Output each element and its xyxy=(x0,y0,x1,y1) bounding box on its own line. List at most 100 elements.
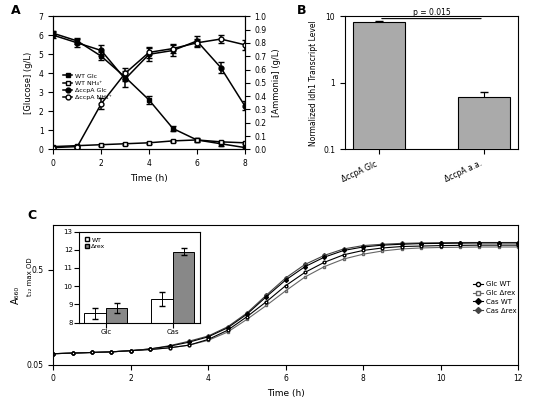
Cas WT xyxy=(89,350,96,355)
Cas Δrex xyxy=(89,350,96,355)
Line: Glc WT: Glc WT xyxy=(52,244,520,355)
Glc Δrex xyxy=(360,252,366,257)
Bar xyxy=(458,97,510,405)
Cas Δrex xyxy=(496,240,502,245)
Cas Δrex xyxy=(437,240,444,245)
Glc Δrex xyxy=(205,338,211,343)
Glc Δrex xyxy=(167,345,173,350)
Cas Δrex xyxy=(147,347,153,352)
X-axis label: Time (h): Time (h) xyxy=(267,389,304,398)
Glc Δrex xyxy=(418,245,425,250)
Glc Δrex xyxy=(515,245,521,249)
Glc WT xyxy=(282,283,289,288)
Line: Cas Δrex: Cas Δrex xyxy=(52,241,520,355)
Glc Δrex xyxy=(437,245,444,250)
Cas Δrex xyxy=(224,324,231,329)
Glc Δrex xyxy=(476,245,483,249)
Cas WT xyxy=(69,351,76,356)
Glc WT xyxy=(69,351,76,356)
Text: p = 0.015: p = 0.015 xyxy=(413,8,450,17)
Cas WT xyxy=(50,351,57,356)
Glc WT xyxy=(224,328,231,333)
Glc Δrex xyxy=(379,249,386,254)
Cas WT xyxy=(437,241,444,246)
Glc Δrex xyxy=(89,350,96,355)
Glc Δrex xyxy=(457,245,463,249)
Cas Δrex xyxy=(186,339,192,344)
Cas Δrex xyxy=(418,241,425,245)
Glc Δrex xyxy=(263,303,270,308)
Cas Δrex xyxy=(205,334,211,339)
Text: C: C xyxy=(28,209,37,222)
Glc Δrex xyxy=(282,288,289,293)
Cas WT xyxy=(476,241,483,245)
Glc WT xyxy=(108,350,115,354)
Cas WT xyxy=(128,348,134,353)
Cas Δrex xyxy=(515,240,521,245)
Y-axis label: [Glucose] (g/L): [Glucose] (g/L) xyxy=(24,52,33,114)
Cas Δrex xyxy=(128,348,134,353)
Cas Δrex xyxy=(302,262,308,267)
Cas WT xyxy=(515,241,521,245)
X-axis label: Time (h): Time (h) xyxy=(130,174,168,183)
Cas Δrex xyxy=(476,240,483,245)
Y-axis label: Normalized ldh1 Transcript Level: Normalized ldh1 Transcript Level xyxy=(309,20,318,146)
Cas WT xyxy=(108,350,115,354)
Cas WT xyxy=(205,335,211,339)
Cas Δrex xyxy=(50,351,57,356)
Glc WT xyxy=(89,350,96,355)
Glc Δrex xyxy=(496,245,502,249)
Cas WT xyxy=(167,344,173,349)
Cas WT xyxy=(341,248,347,253)
Cas Δrex xyxy=(167,343,173,348)
Line: Cas WT: Cas WT xyxy=(52,241,520,355)
Cas WT xyxy=(302,264,308,269)
Glc WT xyxy=(457,243,463,248)
Cas WT xyxy=(282,277,289,282)
Glc WT xyxy=(186,343,192,347)
Glc Δrex xyxy=(50,351,57,356)
Glc WT xyxy=(437,243,444,248)
Cas WT xyxy=(379,243,386,247)
Cas Δrex xyxy=(263,293,270,298)
Glc Δrex xyxy=(108,350,115,354)
Bar xyxy=(353,22,405,405)
Glc Δrex xyxy=(321,264,327,269)
Cas WT xyxy=(224,325,231,330)
Glc WT xyxy=(244,314,250,319)
Cas WT xyxy=(360,245,366,249)
Glc Δrex xyxy=(398,247,405,252)
Cas WT xyxy=(186,340,192,345)
Y-axis label: [Ammonia] (g/L): [Ammonia] (g/L) xyxy=(272,49,281,117)
Glc Δrex xyxy=(302,275,308,279)
Cas Δrex xyxy=(341,247,347,252)
Glc Δrex xyxy=(224,330,231,335)
Text: A: A xyxy=(11,4,21,17)
Glc WT xyxy=(398,244,405,249)
Glc WT xyxy=(515,243,521,247)
Cas Δrex xyxy=(379,242,386,247)
Cas WT xyxy=(244,312,250,317)
Glc WT xyxy=(418,244,425,249)
Y-axis label: A₆₆₀: A₆₆₀ xyxy=(11,286,21,304)
Cas WT xyxy=(418,241,425,246)
Glc Δrex xyxy=(128,348,134,353)
Glc WT xyxy=(167,345,173,350)
Glc Δrex xyxy=(341,256,347,261)
Glc Δrex xyxy=(186,343,192,347)
Cas WT xyxy=(263,294,270,299)
Glc WT xyxy=(302,270,308,275)
Cas Δrex xyxy=(360,243,366,248)
Glc WT xyxy=(50,351,57,356)
Glc WT xyxy=(379,245,386,250)
Cas Δrex xyxy=(398,241,405,246)
Cas Δrex xyxy=(69,351,76,356)
Glc WT xyxy=(263,299,270,304)
Glc WT xyxy=(476,243,483,247)
Glc WT xyxy=(360,248,366,253)
Glc WT xyxy=(321,260,327,265)
Glc WT xyxy=(205,337,211,342)
Glc WT xyxy=(341,252,347,257)
Cas Δrex xyxy=(457,240,463,245)
Legend: WT Glc, WT NH₄⁺, ΔccpA Glc, ΔccpA NH₄⁺: WT Glc, WT NH₄⁺, ΔccpA Glc, ΔccpA NH₄⁺ xyxy=(60,71,114,103)
